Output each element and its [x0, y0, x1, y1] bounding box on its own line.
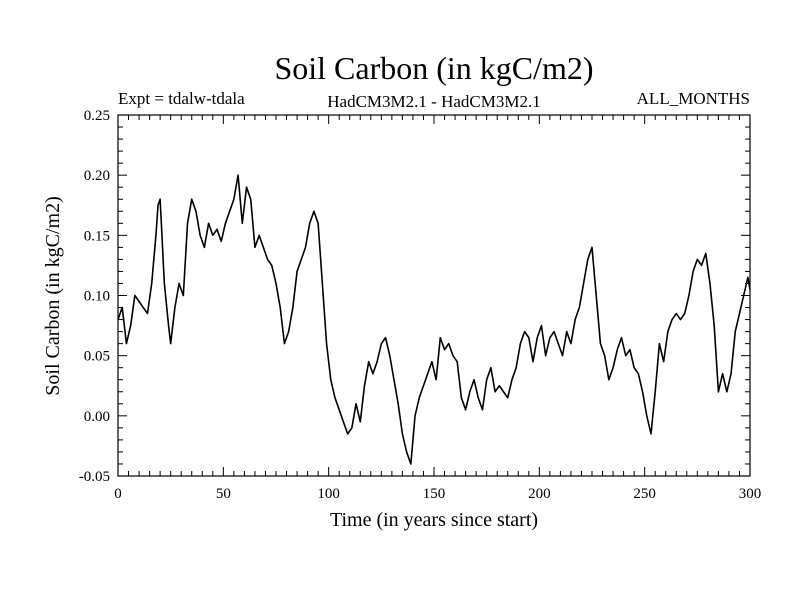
- y-tick-label: 0.15: [84, 228, 110, 244]
- chart-title: Soil Carbon (in kgC/m2): [274, 50, 593, 86]
- x-tick-label: 250: [633, 486, 656, 502]
- axis-tick-labels: 0 50 100 150 200 250 300 -0.05 0.00 0.05 0.10 0.15 0…: [79, 108, 762, 502]
- x-tick-label: 200: [528, 486, 551, 502]
- y-tick-label: 0.00: [84, 409, 110, 425]
- y-tick-label: -0.05: [79, 469, 110, 485]
- x-tick-label: 150: [423, 486, 446, 502]
- y-tick-label: 0.25: [84, 108, 110, 124]
- chart-subtitle-left: Expt = tdalw-tdala: [118, 89, 245, 108]
- x-tick-label: 300: [739, 486, 762, 502]
- y-tick-label: 0.05: [84, 349, 110, 365]
- chart-subtitle-right: ALL_MONTHS: [637, 89, 750, 108]
- x-tick-label: 50: [216, 486, 231, 502]
- plot-frame: [117, 114, 751, 477]
- y-axis-label: Soil Carbon (in kgC/m2): [42, 196, 64, 395]
- y-tick-label: 0.10: [84, 289, 110, 305]
- x-tick-label: 100: [317, 486, 340, 502]
- x-axis-label: Time (in years since start): [330, 509, 538, 531]
- y-tick-label: 0.20: [84, 168, 110, 184]
- x-tick-label: 0: [114, 486, 122, 502]
- axis-ticks: [117, 114, 751, 477]
- series-line: [117, 174, 751, 465]
- chart-subtitle-center: HadCM3M2.1 - HadCM3M2.1: [327, 92, 540, 111]
